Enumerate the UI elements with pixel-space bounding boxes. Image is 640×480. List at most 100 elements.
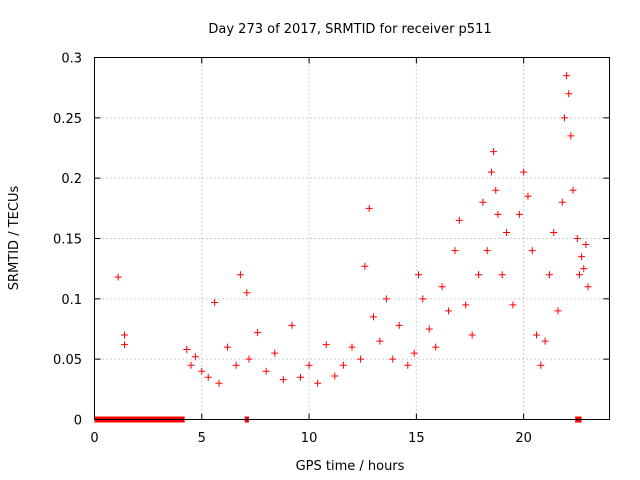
data-point xyxy=(582,241,590,249)
data-point xyxy=(563,72,571,80)
data-point xyxy=(573,235,581,242)
data-point xyxy=(558,198,566,206)
data-point xyxy=(271,349,279,357)
y-tick-label: 0.25 xyxy=(53,112,82,127)
x-tick-label: 0 xyxy=(90,431,98,446)
data-point xyxy=(415,271,423,279)
data-point xyxy=(365,204,373,212)
y-tick-label: 0.05 xyxy=(53,353,82,368)
y-tick-label: 0.15 xyxy=(53,233,82,248)
data-point xyxy=(183,346,191,354)
data-point xyxy=(369,313,377,321)
data-points xyxy=(114,72,592,387)
data-point xyxy=(451,247,459,255)
data-point xyxy=(487,168,495,176)
data-point xyxy=(528,247,536,255)
data-point xyxy=(498,271,506,279)
x-axis-label: GPS time / hours xyxy=(296,459,405,474)
data-point xyxy=(232,361,240,369)
x-tick-labels: 0 5 10 15 20 xyxy=(90,431,532,446)
data-point xyxy=(584,283,592,291)
y-tick-label: 0.1 xyxy=(61,293,82,308)
data-point xyxy=(479,198,487,206)
data-point xyxy=(395,321,403,329)
data-point xyxy=(545,271,553,279)
data-point xyxy=(357,355,365,363)
data-point xyxy=(236,271,244,279)
data-point xyxy=(494,210,502,218)
data-point xyxy=(483,247,491,255)
data-point xyxy=(492,186,500,194)
data-point xyxy=(331,372,339,380)
data-point xyxy=(245,355,253,363)
data-point xyxy=(376,337,384,345)
data-point xyxy=(224,343,232,351)
y-tick-label: 0 xyxy=(74,414,82,429)
data-point xyxy=(509,301,517,309)
data-point xyxy=(419,295,427,303)
data-point xyxy=(339,361,347,369)
x-tick-label: 5 xyxy=(198,431,206,446)
data-point xyxy=(432,343,440,351)
data-point xyxy=(211,298,219,306)
data-point xyxy=(515,210,523,218)
data-point xyxy=(254,329,262,337)
data-point xyxy=(578,253,586,261)
data-point xyxy=(348,343,356,351)
data-point xyxy=(215,379,223,387)
data-point xyxy=(537,361,545,369)
data-point xyxy=(121,341,129,349)
data-point xyxy=(191,353,199,361)
data-point xyxy=(468,331,476,339)
y-axis-label: SRMTID / TECUs xyxy=(7,186,22,291)
data-point xyxy=(490,148,498,156)
data-point xyxy=(198,367,206,375)
data-point xyxy=(262,367,270,375)
data-point xyxy=(554,307,562,315)
data-point xyxy=(361,262,369,270)
data-point xyxy=(121,331,129,339)
data-point xyxy=(541,337,549,345)
data-point xyxy=(520,168,528,176)
grid-lines xyxy=(94,57,610,420)
data-point xyxy=(279,376,287,384)
data-point xyxy=(462,301,470,309)
chart-title: Day 273 of 2017, SRMTID for receiver p51… xyxy=(208,22,491,37)
data-point xyxy=(305,361,313,369)
data-point xyxy=(314,379,322,387)
data-point xyxy=(204,373,212,381)
data-point xyxy=(288,321,296,329)
data-point xyxy=(404,361,412,369)
data-point xyxy=(575,271,583,279)
data-point xyxy=(565,90,573,98)
data-point xyxy=(550,228,558,236)
data-point xyxy=(243,289,251,297)
data-point xyxy=(382,295,390,303)
y-tick-label: 0.3 xyxy=(61,52,82,67)
data-point xyxy=(569,186,577,194)
data-point xyxy=(297,373,304,381)
x-tick-label: 15 xyxy=(408,431,425,446)
data-point xyxy=(455,216,463,224)
x-tick-label: 10 xyxy=(301,431,318,446)
axis-ticks xyxy=(94,57,610,420)
data-point xyxy=(475,271,483,279)
data-point xyxy=(580,265,588,273)
data-point xyxy=(445,307,453,315)
data-point xyxy=(438,283,446,291)
y-tick-labels: 0 0.05 0.1 0.15 0.2 0.25 0.3 xyxy=(53,52,82,429)
y-tick-label: 0.2 xyxy=(61,172,82,187)
data-point xyxy=(410,349,418,357)
data-point xyxy=(114,273,122,281)
data-point xyxy=(187,361,195,369)
data-point xyxy=(533,331,541,339)
data-point xyxy=(524,192,532,200)
data-point xyxy=(560,114,568,122)
x-tick-label: 20 xyxy=(515,431,532,446)
data-point xyxy=(503,228,510,236)
data-point xyxy=(425,325,433,333)
data-point xyxy=(389,355,397,363)
data-point xyxy=(567,132,575,140)
